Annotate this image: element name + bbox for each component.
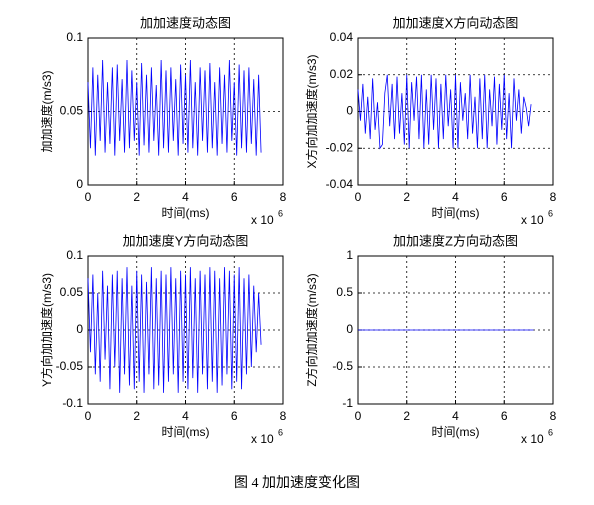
y-tick-label: -1 bbox=[342, 396, 353, 410]
x-scale-base: x 10 bbox=[521, 213, 544, 227]
y-tick-label: 0.05 bbox=[60, 285, 84, 299]
y-tick-label: 0 bbox=[76, 322, 83, 336]
chart-title: 加加速度Z方向动态图 bbox=[393, 233, 518, 248]
x-tick-label: 8 bbox=[550, 409, 557, 423]
y-tick-label: 0.05 bbox=[60, 104, 84, 118]
x-tick-label: 0 bbox=[355, 190, 362, 204]
chart-title: 加加速度Y方向动态图 bbox=[123, 233, 249, 248]
y-tick-label: 0.5 bbox=[336, 285, 353, 299]
x-tick-label: 0 bbox=[355, 409, 362, 423]
data-line bbox=[87, 267, 262, 393]
y-tick-label: -0.04 bbox=[326, 177, 354, 191]
axes-box bbox=[87, 255, 284, 405]
x-axis-label: 时间(ms) bbox=[162, 206, 210, 220]
x-tick-label: 4 bbox=[452, 409, 459, 423]
x-tick-label: 4 bbox=[452, 190, 459, 204]
x-tick-label: 2 bbox=[133, 190, 140, 204]
y-tick-label: -0.5 bbox=[332, 359, 353, 373]
x-scale-power: 6 bbox=[548, 427, 553, 437]
x-scale-base: x 10 bbox=[521, 432, 544, 446]
x-tick-label: 2 bbox=[403, 409, 410, 423]
axes-box bbox=[87, 37, 284, 186]
x-scale-base: x 10 bbox=[251, 432, 274, 446]
y-axis-label: Z方向加加速度(m/s3) bbox=[304, 273, 319, 386]
x-tick-label: 6 bbox=[501, 190, 508, 204]
x-tick-label: 6 bbox=[501, 409, 508, 423]
x-scale-power: 6 bbox=[278, 208, 283, 218]
y-tick-label: 0.1 bbox=[66, 248, 83, 262]
chart-title: 加加速度X方向动态图 bbox=[393, 15, 519, 30]
data-line bbox=[357, 74, 532, 150]
y-axis-label: 加加速度(m/s3) bbox=[39, 70, 54, 152]
y-tick-label: -0.05 bbox=[56, 359, 84, 373]
x-tick-label: 8 bbox=[550, 190, 557, 204]
y-tick-label: 0 bbox=[346, 104, 353, 118]
x-scale-base: x 10 bbox=[251, 213, 274, 227]
x-tick-label: 6 bbox=[231, 409, 238, 423]
x-tick-label: 4 bbox=[182, 190, 189, 204]
x-scale-power: 6 bbox=[278, 427, 283, 437]
y-tick-label: 0.04 bbox=[330, 30, 354, 44]
x-tick-label: 8 bbox=[280, 190, 287, 204]
x-axis-label: 时间(ms) bbox=[432, 425, 480, 439]
y-axis-label: Y方向加加速度(m/s3) bbox=[39, 273, 54, 387]
x-scale-power: 6 bbox=[548, 208, 553, 218]
x-tick-label: 0 bbox=[85, 409, 92, 423]
y-tick-label: -0.1 bbox=[62, 396, 83, 410]
x-axis-label: 时间(ms) bbox=[432, 206, 480, 220]
y-axis-label: X方向加加速度(m/s3) bbox=[304, 54, 319, 168]
x-tick-label: 6 bbox=[231, 190, 238, 204]
x-tick-label: 4 bbox=[182, 409, 189, 423]
x-tick-label: 8 bbox=[280, 409, 287, 423]
y-tick-label: 1 bbox=[346, 248, 353, 262]
y-tick-label: 0.1 bbox=[66, 30, 83, 44]
x-tick-label: 0 bbox=[85, 190, 92, 204]
x-axis-label: 时间(ms) bbox=[162, 425, 210, 439]
figure-caption: 图 4 加加速度变化图 bbox=[234, 475, 360, 491]
chart-title: 加加速度动态图 bbox=[140, 15, 231, 30]
x-tick-label: 2 bbox=[133, 409, 140, 423]
y-tick-label: 0.02 bbox=[330, 67, 354, 81]
y-tick-label: 0 bbox=[346, 322, 353, 336]
y-tick-label: 0 bbox=[76, 177, 83, 191]
y-tick-label: -0.02 bbox=[326, 140, 354, 154]
x-tick-label: 2 bbox=[403, 190, 410, 204]
data-line bbox=[87, 60, 262, 156]
axes-box bbox=[357, 37, 554, 186]
